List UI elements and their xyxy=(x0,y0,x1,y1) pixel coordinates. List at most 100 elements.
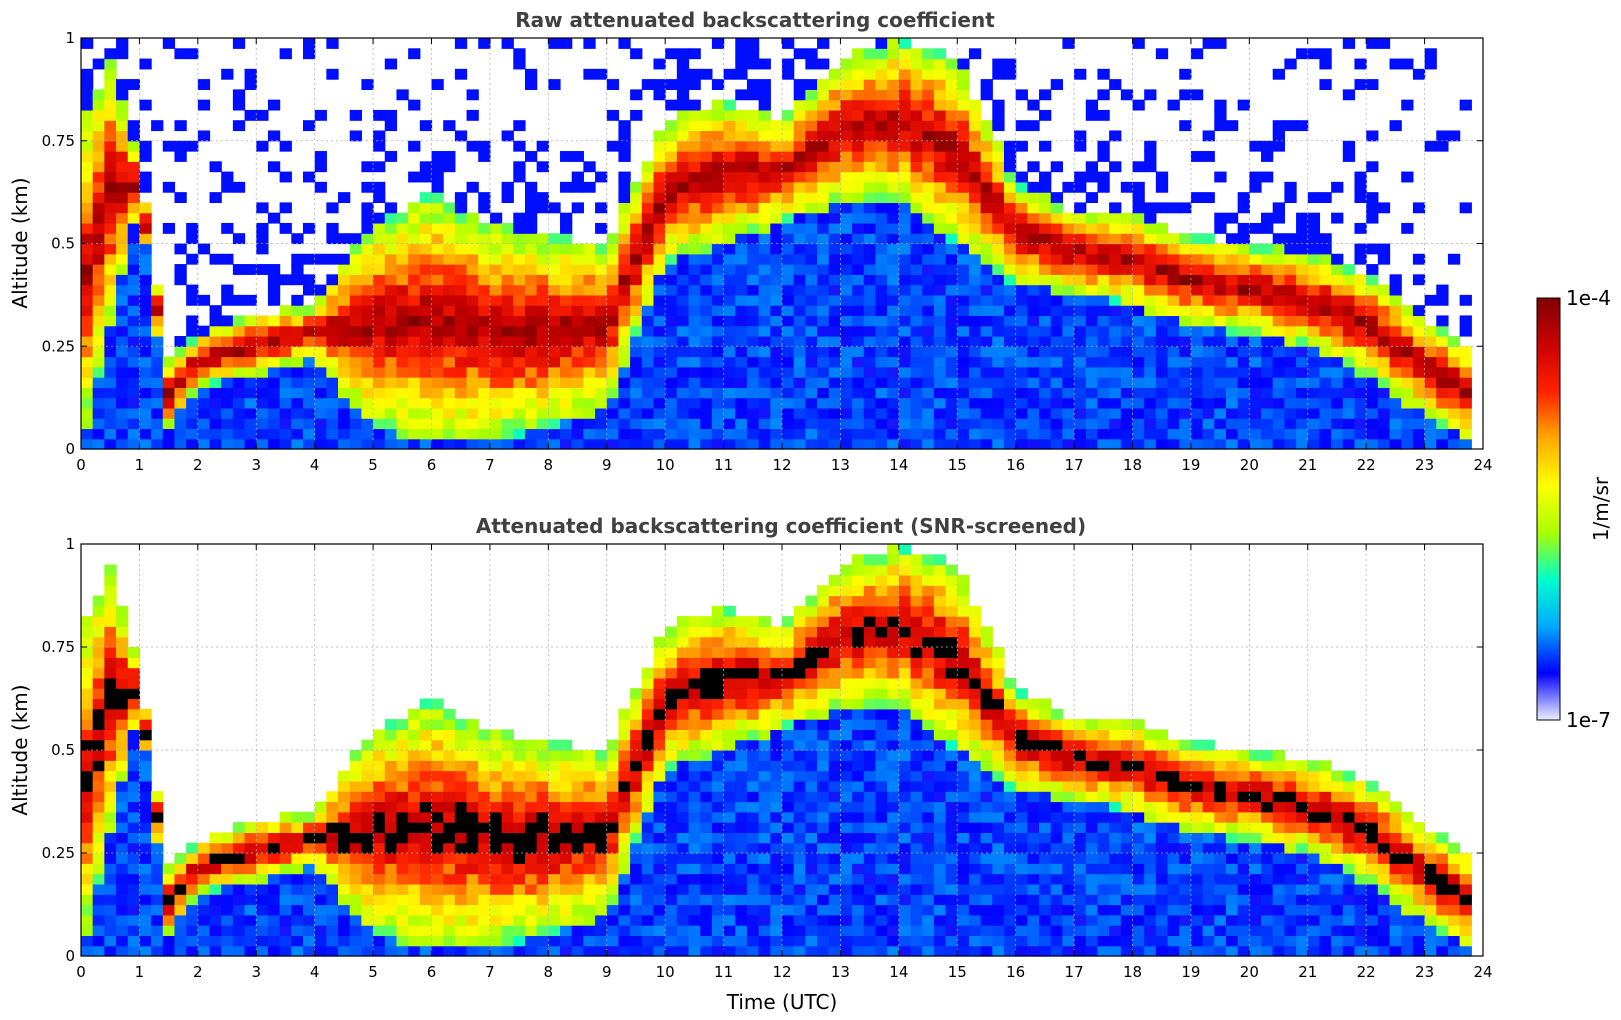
heatmap-cell xyxy=(817,356,830,368)
heatmap-cell xyxy=(454,811,468,823)
heatmap-cell xyxy=(1109,315,1122,327)
heatmap-cell xyxy=(688,842,701,854)
heatmap-cell xyxy=(1354,407,1367,419)
heatmap-cell xyxy=(536,161,549,173)
heatmap-cell xyxy=(1062,346,1075,358)
heatmap-cell xyxy=(1284,253,1297,265)
heatmap-cell xyxy=(419,894,433,906)
heatmap-cell xyxy=(782,397,795,409)
heatmap-cell xyxy=(408,883,421,895)
heatmap-cell xyxy=(618,120,631,132)
heatmap-cell xyxy=(186,863,199,875)
heatmap-cell xyxy=(606,780,620,792)
heatmap-cell xyxy=(735,729,748,741)
heatmap-cell xyxy=(1003,428,1017,440)
heatmap-cell xyxy=(361,387,374,399)
heatmap-cell xyxy=(1366,325,1379,337)
heatmap-cell xyxy=(700,109,713,121)
heatmap-cell xyxy=(1249,397,1262,409)
heatmap-cell xyxy=(256,894,269,906)
heatmap-cell xyxy=(104,853,117,864)
heatmap-cell xyxy=(1401,366,1414,378)
heatmap-cell xyxy=(735,89,748,101)
heatmap-cell xyxy=(1331,284,1344,296)
heatmap-cell xyxy=(711,853,725,864)
heatmap-cell xyxy=(104,657,117,669)
heatmap-cell xyxy=(162,428,176,440)
heatmap-cell xyxy=(1366,130,1379,142)
heatmap-cell xyxy=(1190,387,1204,399)
heatmap-cell xyxy=(828,109,842,121)
heatmap-cell xyxy=(501,377,514,388)
heatmap-cell xyxy=(361,883,374,895)
heatmap-cell xyxy=(279,914,292,926)
heatmap-cell xyxy=(1377,315,1391,327)
heatmap-cell xyxy=(606,770,620,782)
heatmap-cell xyxy=(723,863,736,875)
heatmap-cell xyxy=(1144,212,1157,224)
heatmap-cell xyxy=(700,616,713,627)
heatmap-cell xyxy=(162,418,176,430)
heatmap-cell xyxy=(151,120,164,132)
heatmap-cell xyxy=(922,397,935,409)
heatmap-cell xyxy=(711,688,725,700)
heatmap-cell xyxy=(840,58,853,70)
heatmap-cell xyxy=(711,387,725,399)
heatmap-cell xyxy=(933,387,947,399)
heatmap-cell xyxy=(548,356,561,368)
heatmap-cell xyxy=(641,418,655,430)
heatmap-cell xyxy=(92,428,105,440)
heatmap-cell xyxy=(782,616,795,627)
heatmap-cell xyxy=(770,407,783,419)
heatmap-cell xyxy=(1015,253,1028,265)
heatmap-cell xyxy=(1296,418,1309,430)
heatmap-cell xyxy=(805,791,818,803)
heatmap-cell xyxy=(1237,233,1250,245)
heatmap-cell xyxy=(104,181,117,193)
heatmap-cell xyxy=(1319,387,1332,399)
heatmap-cell xyxy=(840,853,853,864)
heatmap-cell xyxy=(863,212,877,224)
heatmap-cell xyxy=(746,366,760,378)
x-tick-label: 7 xyxy=(485,456,495,474)
heatmap-cell xyxy=(1296,377,1309,388)
heatmap-cell xyxy=(618,315,631,327)
heatmap-cell xyxy=(758,428,771,440)
heatmap-cell xyxy=(1424,428,1437,440)
heatmap-cell xyxy=(104,708,117,720)
heatmap-cell xyxy=(560,894,573,906)
heatmap-cell xyxy=(314,305,327,317)
heatmap-cell xyxy=(326,284,339,296)
heatmap-cell xyxy=(151,397,164,409)
heatmap-cell xyxy=(933,233,947,245)
heatmap-cell xyxy=(711,377,725,388)
heatmap-cell xyxy=(174,377,187,388)
heatmap-cell xyxy=(746,698,760,710)
heatmap-cell xyxy=(641,708,655,720)
heatmap-cell xyxy=(641,935,655,947)
heatmap-cell xyxy=(104,274,117,286)
heatmap-cell xyxy=(676,438,690,450)
heatmap-cell xyxy=(127,79,141,90)
heatmap-cell xyxy=(232,853,246,864)
heatmap-cell xyxy=(595,935,608,947)
heatmap-cell xyxy=(618,428,631,440)
heatmap-cell xyxy=(641,284,655,296)
heatmap-cell xyxy=(104,616,117,627)
heatmap-cell xyxy=(618,894,631,906)
heatmap-cell xyxy=(817,99,830,111)
heatmap-cell xyxy=(151,925,164,936)
heatmap-cell xyxy=(817,428,830,440)
heatmap-cell xyxy=(361,760,374,772)
heatmap-cell xyxy=(922,284,935,296)
heatmap-cell xyxy=(361,397,374,409)
heatmap-cell xyxy=(583,883,596,895)
heatmap-cell xyxy=(735,38,748,49)
heatmap-cell xyxy=(817,233,830,245)
heatmap-cell xyxy=(81,853,94,864)
heatmap-cell xyxy=(641,719,655,730)
heatmap-cell xyxy=(408,750,421,761)
heatmap-cell xyxy=(81,109,94,121)
heatmap-cell xyxy=(291,925,304,936)
heatmap-cell xyxy=(1120,438,1134,450)
